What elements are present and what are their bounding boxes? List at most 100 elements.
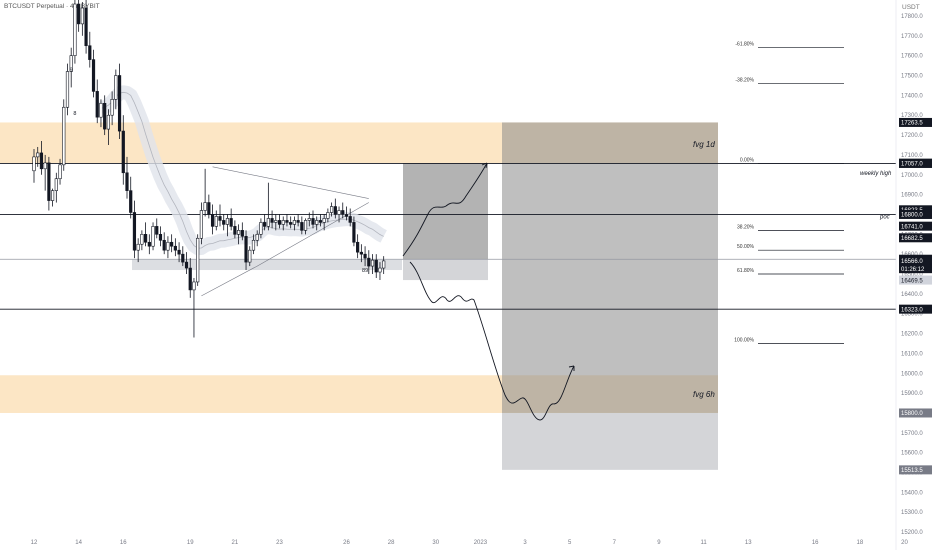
candle	[270, 218, 274, 223]
candle	[359, 251, 363, 255]
candle	[184, 261, 189, 269]
y-tick-label: 17700.0	[901, 34, 923, 40]
y-tick-label: 17000.0	[901, 173, 923, 179]
y-tick-label: 15400.0	[901, 490, 923, 496]
x-tick-label: 21	[232, 540, 239, 546]
short-box-profit	[403, 163, 488, 260]
support-range-band	[132, 259, 402, 271]
candle	[337, 210, 341, 215]
candle	[378, 267, 382, 273]
candle	[318, 220, 323, 223]
fib-level-label: 0.00%	[740, 157, 755, 163]
candle	[281, 220, 285, 225]
fib-level-label: -61.80%	[735, 42, 754, 48]
fib-level-label: 61.80%	[737, 268, 755, 274]
y-tick-label: 15600.0	[901, 451, 923, 457]
y-tick-label: 17600.0	[901, 54, 923, 60]
candle	[311, 218, 315, 225]
candle	[196, 237, 200, 283]
x-tick-label: 23	[276, 540, 283, 546]
price-tag-label: 16800.0	[901, 213, 923, 219]
y-tick-label: 17200.0	[901, 133, 923, 139]
candle	[225, 218, 230, 225]
candle	[84, 7, 88, 47]
x-tick-label: 13	[745, 540, 752, 546]
currency-label: USDT	[902, 4, 920, 11]
candle	[237, 230, 241, 235]
candle	[333, 206, 337, 215]
candle	[326, 212, 330, 219]
y-tick-label: 16500.0	[901, 272, 923, 278]
short-box-stop	[403, 259, 488, 281]
x-tick-label: 19	[187, 540, 194, 546]
price-tag	[899, 209, 932, 219]
candle	[356, 241, 360, 253]
candle	[47, 162, 51, 201]
candle	[263, 222, 267, 227]
candle	[341, 210, 345, 215]
candle	[374, 259, 378, 273]
candle	[132, 212, 137, 251]
y-tick-label: 16300.0	[901, 312, 923, 318]
y-tick-label: 17400.0	[901, 93, 923, 99]
candle	[229, 218, 233, 227]
candle	[292, 220, 297, 225]
price-tag	[899, 158, 932, 168]
candle	[144, 234, 148, 243]
candle	[147, 241, 151, 247]
candle	[255, 234, 259, 241]
candle	[77, 3, 81, 25]
price-tag-label: 16323.0	[901, 307, 923, 313]
candle	[367, 257, 371, 267]
candle	[199, 210, 204, 239]
price-tag	[899, 275, 932, 285]
x-tick-label: 5	[568, 540, 572, 546]
y-tick-label: 15700.0	[901, 431, 923, 437]
x-tick-label: 2023	[474, 540, 488, 546]
candle	[158, 234, 163, 241]
projection-path-down	[409, 261, 575, 421]
candle	[103, 102, 107, 130]
candle	[222, 220, 226, 225]
position-box-upper	[502, 122, 718, 413]
candle	[274, 220, 278, 223]
candle	[177, 249, 181, 255]
fvg-6h-label: fvg 6h	[693, 390, 715, 399]
y-tick-label: 16200.0	[901, 332, 923, 338]
candle	[155, 226, 159, 235]
price-tag-label: 17057.0	[901, 162, 923, 168]
candle	[114, 75, 118, 100]
price-tag-label: 16682.5	[901, 236, 923, 242]
price-tag-label: 16741.0	[901, 224, 923, 230]
candle	[170, 241, 174, 247]
candle	[99, 102, 103, 118]
candle	[32, 156, 36, 172]
candle	[352, 222, 356, 243]
candle	[192, 281, 196, 291]
x-tick-label: 9	[657, 540, 661, 546]
candle	[95, 91, 99, 118]
price-tag	[899, 304, 932, 314]
candle	[300, 222, 304, 231]
price-tag-label: 16469.5	[901, 278, 923, 284]
y-tick-label: 17300.0	[901, 113, 923, 119]
price-tag	[899, 233, 932, 243]
y-tick-label: 15200.0	[901, 530, 923, 536]
x-tick-label: 20	[901, 540, 908, 546]
bar-count-label: 89	[362, 268, 368, 274]
candle	[244, 235, 248, 263]
y-tick-label: 16000.0	[901, 371, 923, 377]
candle	[207, 202, 211, 215]
projection-arrow-down	[568, 365, 575, 371]
y-tick-label: 16100.0	[901, 351, 923, 357]
candle	[173, 245, 177, 251]
candle	[110, 99, 114, 116]
fib-level-label: 100.00%	[734, 338, 754, 344]
y-tick-label: 16400.0	[901, 292, 923, 298]
x-tick-label: 28	[388, 540, 395, 546]
y-tick-label: 17500.0	[901, 73, 923, 79]
candle	[121, 130, 125, 174]
x-tick-label: 30	[432, 540, 439, 546]
